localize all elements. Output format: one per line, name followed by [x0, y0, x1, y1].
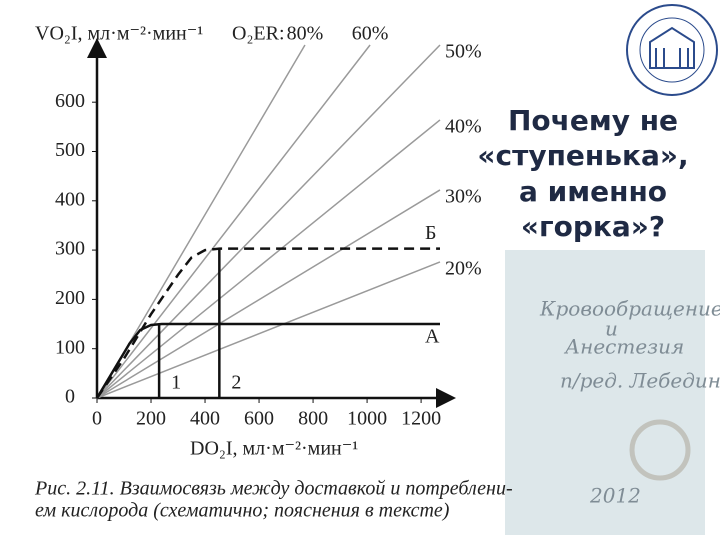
stain — [629, 419, 691, 481]
y-tick-label: 300 — [55, 238, 85, 260]
series-label: 2 — [231, 372, 241, 394]
y-tick-label: 600 — [55, 90, 85, 112]
x-tick-label: 0 — [92, 408, 102, 430]
slide-title: а именно — [519, 175, 667, 208]
series-line — [96, 261, 441, 399]
y-tick-label: 100 — [55, 336, 85, 358]
series-label: 50% — [445, 41, 482, 63]
series-line — [96, 44, 441, 399]
caption: ем кислорода (схематично; пояснения в те… — [35, 500, 450, 522]
series-line — [96, 119, 441, 399]
series-label: 40% — [445, 116, 482, 138]
series-label: 60% — [352, 23, 389, 45]
x-tick-label: 800 — [298, 408, 328, 430]
y-axis-label: VO₂I, мл·м⁻²·мин⁻¹ — [35, 23, 203, 45]
y-tick-label: 400 — [55, 188, 85, 210]
book-editor: п/ред. Лебединского — [560, 369, 720, 393]
series-line — [96, 189, 441, 399]
slide-title: «ступенька», — [477, 139, 688, 172]
slide-title: Почему не — [508, 104, 678, 137]
x-tick-label: 600 — [244, 408, 274, 430]
book-year: 2012 — [589, 484, 641, 508]
series-line — [96, 44, 371, 399]
book-title: Анестезия — [563, 335, 684, 359]
series-label: А — [425, 326, 440, 348]
slide-title: «горка»? — [521, 210, 665, 243]
x-axis-label: DO₂I, мл·м⁻²·мин⁻¹ — [190, 438, 358, 460]
x-tick-label: 1200 — [401, 408, 441, 430]
series-label: 80% — [287, 23, 324, 45]
series-label: 20% — [445, 258, 482, 280]
series-label: 1 — [171, 372, 181, 394]
x-tick-label: 1000 — [347, 408, 387, 430]
book-cover — [505, 250, 705, 535]
series-label: 30% — [445, 186, 482, 208]
y-tick-label: 200 — [55, 287, 85, 309]
book-title: Кровообращение — [539, 297, 720, 321]
caption: Рис. 2.11. Взаимосвязь между доставкой и… — [34, 478, 513, 500]
series-line — [95, 322, 440, 399]
x-tick-label: 200 — [136, 408, 166, 430]
series-label: Б — [425, 222, 436, 244]
x-tick-label: 400 — [190, 408, 220, 430]
series-label: O₂ER: — [232, 23, 285, 45]
book-title: и — [605, 317, 618, 341]
series-line — [95, 247, 440, 399]
y-tick-label: 500 — [55, 139, 85, 161]
y-tick-label: 0 — [65, 386, 75, 408]
logo — [626, 4, 718, 96]
